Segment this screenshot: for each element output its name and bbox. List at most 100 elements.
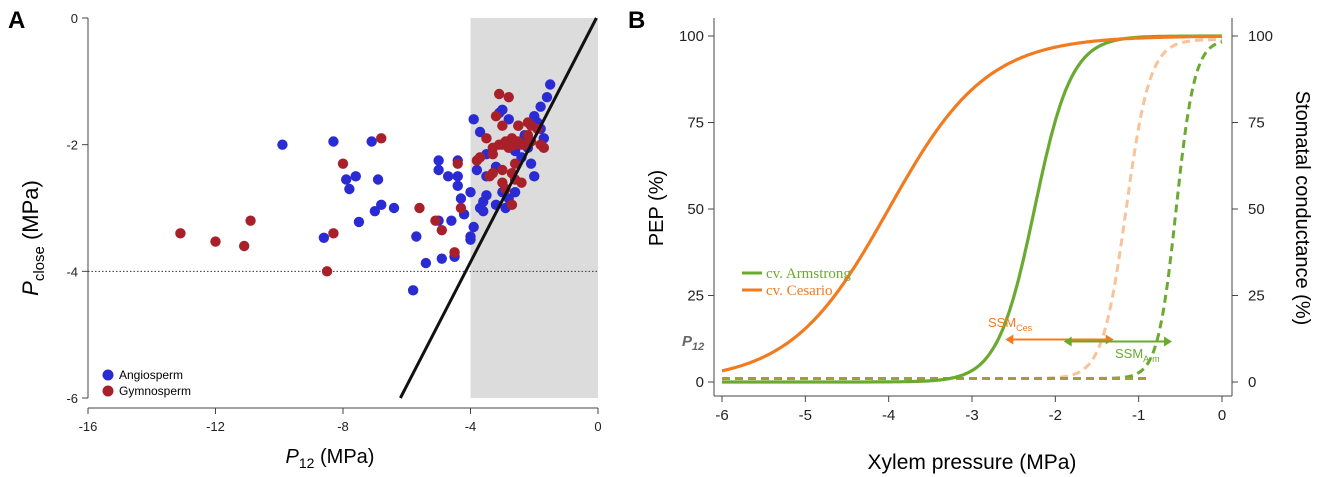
point-angiosperm: [452, 180, 463, 192]
y-tick-label-right: 0: [1248, 374, 1256, 391]
x-tick-label: -2: [1049, 407, 1062, 424]
panel-a: A -16 -12 -8 -4 0 0 -2 -4 -6 Pclose (MPa) P12 (M…: [8, 7, 602, 471]
point-angiosperm: [468, 114, 479, 125]
point-gymnosperm: [522, 129, 534, 141]
point-angiosperm: [420, 257, 432, 269]
panel-b-label: B: [628, 7, 645, 34]
x-tick-label: -8: [337, 419, 349, 434]
point-angiosperm: [376, 199, 387, 211]
point-angiosperm: [372, 174, 384, 185]
point-angiosperm: [407, 285, 419, 296]
y-tick-label-right: 50: [1248, 201, 1265, 218]
legend-label-gymnosperm: Gymnosperm: [119, 384, 191, 398]
y-tick-label-left: 75: [687, 115, 704, 132]
point-angiosperm: [366, 136, 377, 147]
point-gymnosperm: [328, 228, 339, 239]
y-tick-label-left: 50: [687, 201, 704, 218]
point-angiosperm: [468, 221, 479, 233]
point-angiosperm: [388, 202, 400, 214]
point-angiosperm: [446, 215, 457, 226]
y-tick-label: -2: [66, 138, 78, 153]
point-gymnosperm: [487, 148, 499, 160]
point-gymnosperm: [481, 133, 492, 144]
point-angiosperm: [442, 171, 454, 182]
point-angiosperm: [277, 139, 288, 150]
y-tick-label: 0: [71, 11, 78, 26]
point-angiosperm: [535, 101, 546, 112]
point-gymnosperm: [497, 164, 508, 176]
point-gymnosperm: [474, 152, 486, 163]
point-angiosperm: [350, 171, 361, 182]
x-tick-label: 0: [594, 419, 601, 434]
point-gymnosperm: [210, 236, 221, 247]
point-angiosperm: [465, 186, 476, 198]
safety-margin-arrows: [1005, 334, 1172, 347]
y-tick-label-left: 25: [687, 288, 704, 305]
point-gymnosperm: [455, 202, 467, 214]
point-gymnosperm: [516, 177, 527, 188]
x-tick-label: -4: [882, 407, 895, 424]
point-gymnosperm: [175, 228, 186, 239]
point-angiosperm: [340, 174, 352, 185]
ssm-arm-label: SSMArm: [1115, 346, 1160, 364]
point-angiosperm: [433, 155, 444, 166]
y-tick-label-left: 0: [696, 374, 704, 391]
x-tick-label: -4: [465, 419, 477, 434]
point-angiosperm: [436, 253, 448, 264]
point-gymnosperm: [513, 120, 524, 131]
panel-b-axes: -6 -5 -4 -3 -2 -1 0 0 25 50 75 100 0 25 50 75 100: [679, 18, 1273, 424]
point-gymnosperm: [497, 120, 508, 131]
point-angiosperm: [452, 171, 463, 182]
point-gymnosperm: [337, 158, 349, 169]
point-gymnosperm: [430, 215, 441, 226]
point-gymnosperm: [509, 158, 521, 169]
x-tick-label: -3: [965, 407, 978, 424]
point-gymnosperm: [321, 266, 333, 277]
point-gymnosperm: [522, 117, 534, 128]
point-gymnosperm: [538, 142, 550, 154]
panel-a-legend: Angiosperm Gymnosperm: [102, 368, 191, 398]
point-angiosperm: [529, 171, 540, 182]
panel-b: B -6 -5 -4 -3 -2 -1 0 0 25 50 75 100 0 25 50 75 100 PEP …: [628, 7, 1313, 474]
point-angiosperm: [525, 158, 537, 169]
point-angiosperm: [541, 91, 553, 103]
arrow-head-left-ces: [1005, 334, 1014, 345]
point-gymnosperm: [238, 240, 250, 252]
x-tick-label: -1: [1132, 407, 1145, 424]
point-angiosperm: [544, 79, 556, 90]
point-angiosperm: [503, 114, 514, 125]
y-tick-label-left: 100: [679, 28, 704, 45]
panel-b-xlabel: Xylem pressure (MPa): [868, 451, 1077, 474]
legend-label-angiosperm: Angiosperm: [119, 368, 183, 382]
panel-a-label: A: [8, 7, 25, 34]
legend-label-armstrong: cv. Armstrong: [766, 266, 851, 282]
scatter-points: [175, 79, 556, 296]
x-tick-label: -6: [715, 407, 728, 424]
point-angiosperm: [369, 205, 381, 217]
arrow-head-right-ces: [1105, 334, 1114, 345]
p12-marker-label: P12: [682, 333, 704, 353]
arrow-head-left-arm: [1063, 336, 1072, 347]
point-gymnosperm: [506, 199, 518, 211]
point-angiosperm: [509, 186, 521, 198]
panel-a-axes: -16 -12 -8 -4 0 0 -2 -4 -6: [66, 11, 601, 434]
point-gymnosperm: [449, 247, 460, 258]
point-angiosperm: [455, 193, 467, 204]
point-gymnosperm: [490, 110, 502, 122]
panel-a-xlabel: P12 (MPa): [286, 446, 375, 471]
legend-label-cesario: cv. Cesario: [766, 283, 833, 299]
point-gymnosperm: [503, 91, 514, 103]
panel-b-ylabel-right: Stomatal conductance (%): [1291, 91, 1313, 326]
point-angiosperm: [465, 231, 476, 242]
curves: [721, 34, 1223, 384]
y-tick-label-right: 100: [1248, 28, 1273, 45]
point-angiosperm: [474, 126, 486, 138]
panel-b-legend: cv. Armstrong cv. Cesario: [742, 266, 851, 299]
point-gymnosperm: [506, 133, 518, 144]
point-gymnosperm: [376, 133, 387, 144]
point-angiosperm: [411, 231, 422, 242]
point-gymnosperm: [452, 158, 463, 169]
x-tick-label: -5: [799, 407, 812, 424]
point-angiosperm: [433, 164, 444, 176]
